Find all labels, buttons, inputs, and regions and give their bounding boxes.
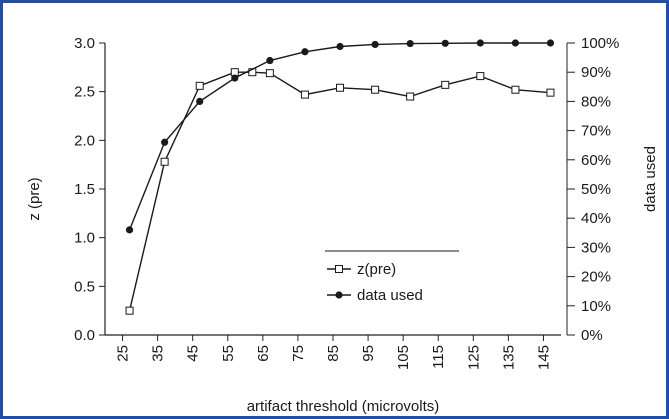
x-tick-label: 85 [325, 345, 342, 362]
data-point-square [195, 81, 204, 90]
data-point-circle [371, 40, 379, 49]
legend: z(pre) data used [325, 250, 459, 304]
data-point-circle [301, 48, 309, 56]
data-point-circle [476, 39, 484, 47]
data-point-square [265, 69, 274, 78]
right-y-tick-label: 70% [581, 123, 611, 140]
x-tick-label: 95 [360, 345, 377, 362]
x-tick-label: 65 [255, 345, 272, 362]
series-layer [125, 39, 555, 315]
left-y-tick-label: 2.5 [74, 84, 95, 101]
x-tick-label: 45 [185, 345, 202, 362]
right-y-tick-label: 40% [581, 210, 611, 227]
data-point-square [160, 157, 169, 166]
series-line [128, 42, 551, 231]
left-y-tick-label: 1.5 [74, 181, 95, 198]
data-point-circle [406, 39, 414, 48]
dual-axis-line-chart: 0.0 0.5 1.0 1.5 2.0 2.5 3.0 0% 10% 20% 30% 40% 50% 60… [26, 35, 659, 415]
x-tick-label: 35 [150, 345, 167, 362]
data-point-circle [336, 42, 344, 51]
data-point-circle [231, 74, 239, 82]
data-point-square [546, 88, 555, 97]
left-y-tick-label: 3.0 [74, 35, 95, 52]
legend-item: data used [327, 287, 423, 304]
left-y-tick-label: 0.0 [74, 327, 95, 344]
axes: 0.0 0.5 1.0 1.5 2.0 2.5 3.0 0% 10% 20% 30% 40% 50% 60… [74, 35, 619, 370]
right-y-tick-label: 0% [581, 327, 603, 344]
right-y-tick-label: 60% [581, 152, 611, 169]
data-point-square [511, 85, 520, 94]
legend-label: data used [357, 287, 423, 304]
legend-marker-circle [335, 291, 343, 299]
left-y-tick-label: 1.0 [74, 230, 95, 247]
series-line [128, 71, 551, 311]
right-y-tick-label: 20% [581, 269, 611, 286]
legend-label: z(pre) [357, 261, 396, 278]
data-point-circle [546, 39, 555, 47]
right-y-tick-label: 80% [581, 93, 611, 110]
right-y-tick-label: 30% [581, 239, 611, 256]
data-point-square [406, 92, 415, 101]
data-point-circle [441, 39, 449, 47]
legend-marker-square [335, 265, 343, 273]
data-point-circle [511, 39, 519, 47]
x-tick-label: 75 [290, 345, 307, 362]
x-tick-label: 105 [395, 345, 412, 370]
x-tick-label: 125 [465, 345, 482, 370]
left-y-axis-title: z (pre) [26, 177, 43, 220]
left-y-tick-label: 2.0 [74, 132, 95, 149]
data-point-square [371, 85, 380, 94]
data-point-square [300, 90, 309, 99]
data-point-circle [266, 56, 274, 65]
data-point-square [441, 80, 450, 89]
right-y-tick-label: 10% [581, 298, 611, 315]
data-point-square [476, 72, 485, 81]
right-y-tick-label: 100% [581, 35, 619, 52]
right-y-tick-label: 90% [581, 64, 611, 81]
x-tick-label: 145 [535, 345, 552, 370]
right-y-tick-label: 50% [581, 181, 611, 198]
x-tick-label: 135 [500, 345, 517, 370]
x-tick-label: 25 [115, 345, 132, 362]
series-0 [125, 68, 555, 315]
right-y-axis-title: data used [642, 146, 659, 212]
legend-item: z(pre) [327, 261, 396, 278]
data-point-circle [125, 226, 134, 234]
x-tick-label: 115 [430, 345, 447, 369]
left-y-tick-label: 0.5 [74, 278, 95, 295]
data-point-square [125, 306, 134, 315]
series-1 [125, 39, 555, 234]
data-point-circle [161, 138, 169, 146]
x-tick-label: 55 [220, 345, 237, 362]
data-point-circle [196, 97, 204, 105]
data-point-square [336, 83, 345, 92]
x-axis-title: artifact threshold (microvolts) [247, 398, 440, 415]
